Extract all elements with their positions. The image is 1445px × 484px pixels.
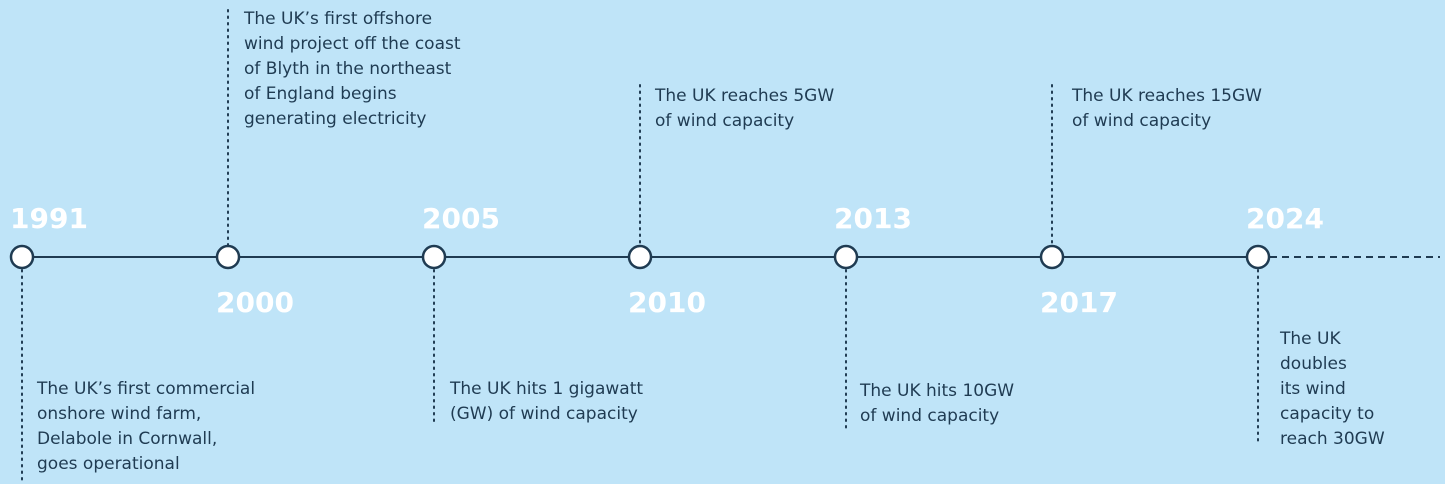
description: of wind capacity xyxy=(655,111,794,131)
description: doubles xyxy=(1280,354,1347,374)
milestone xyxy=(1039,244,1065,270)
year: 2000 xyxy=(216,286,294,319)
description: of wind capacity xyxy=(860,406,999,426)
description: goes operational xyxy=(37,454,180,474)
description: onshore wind farm, xyxy=(37,404,201,424)
description: of England begins xyxy=(244,84,397,104)
description: The UK xyxy=(1279,329,1341,349)
year: 2005 xyxy=(422,202,500,235)
year: 2010 xyxy=(628,286,706,319)
milestone xyxy=(833,244,859,270)
description: The UK hits 10GW xyxy=(859,381,1014,401)
description: (GW) of wind capacity xyxy=(450,404,638,424)
description: generating electricity xyxy=(244,109,426,129)
description: reach 30GW xyxy=(1280,429,1385,449)
description: The UK reaches 15GW xyxy=(1071,86,1262,106)
year: 2013 xyxy=(834,202,912,235)
description: wind project off the coast xyxy=(244,34,461,54)
description: The UK hits 1 gigawatt xyxy=(449,379,643,399)
year: 1991 xyxy=(10,202,88,235)
description: Delabole in Cornwall, xyxy=(37,429,217,449)
description: its wind xyxy=(1280,379,1346,399)
year: 2017 xyxy=(1040,286,1118,319)
description: The UK reaches 5GW xyxy=(654,86,834,106)
milestone xyxy=(627,244,653,270)
description: The UK’s first offshore xyxy=(243,9,432,29)
description: of wind capacity xyxy=(1072,111,1211,131)
milestone xyxy=(215,244,241,270)
description: of Blyth in the northeast xyxy=(244,59,452,79)
description: The UK’s first commercial xyxy=(36,379,255,399)
milestone xyxy=(421,244,447,270)
year: 2024 xyxy=(1246,202,1324,235)
milestone xyxy=(1245,244,1271,270)
milestone xyxy=(9,244,35,270)
description: capacity to xyxy=(1280,404,1374,424)
